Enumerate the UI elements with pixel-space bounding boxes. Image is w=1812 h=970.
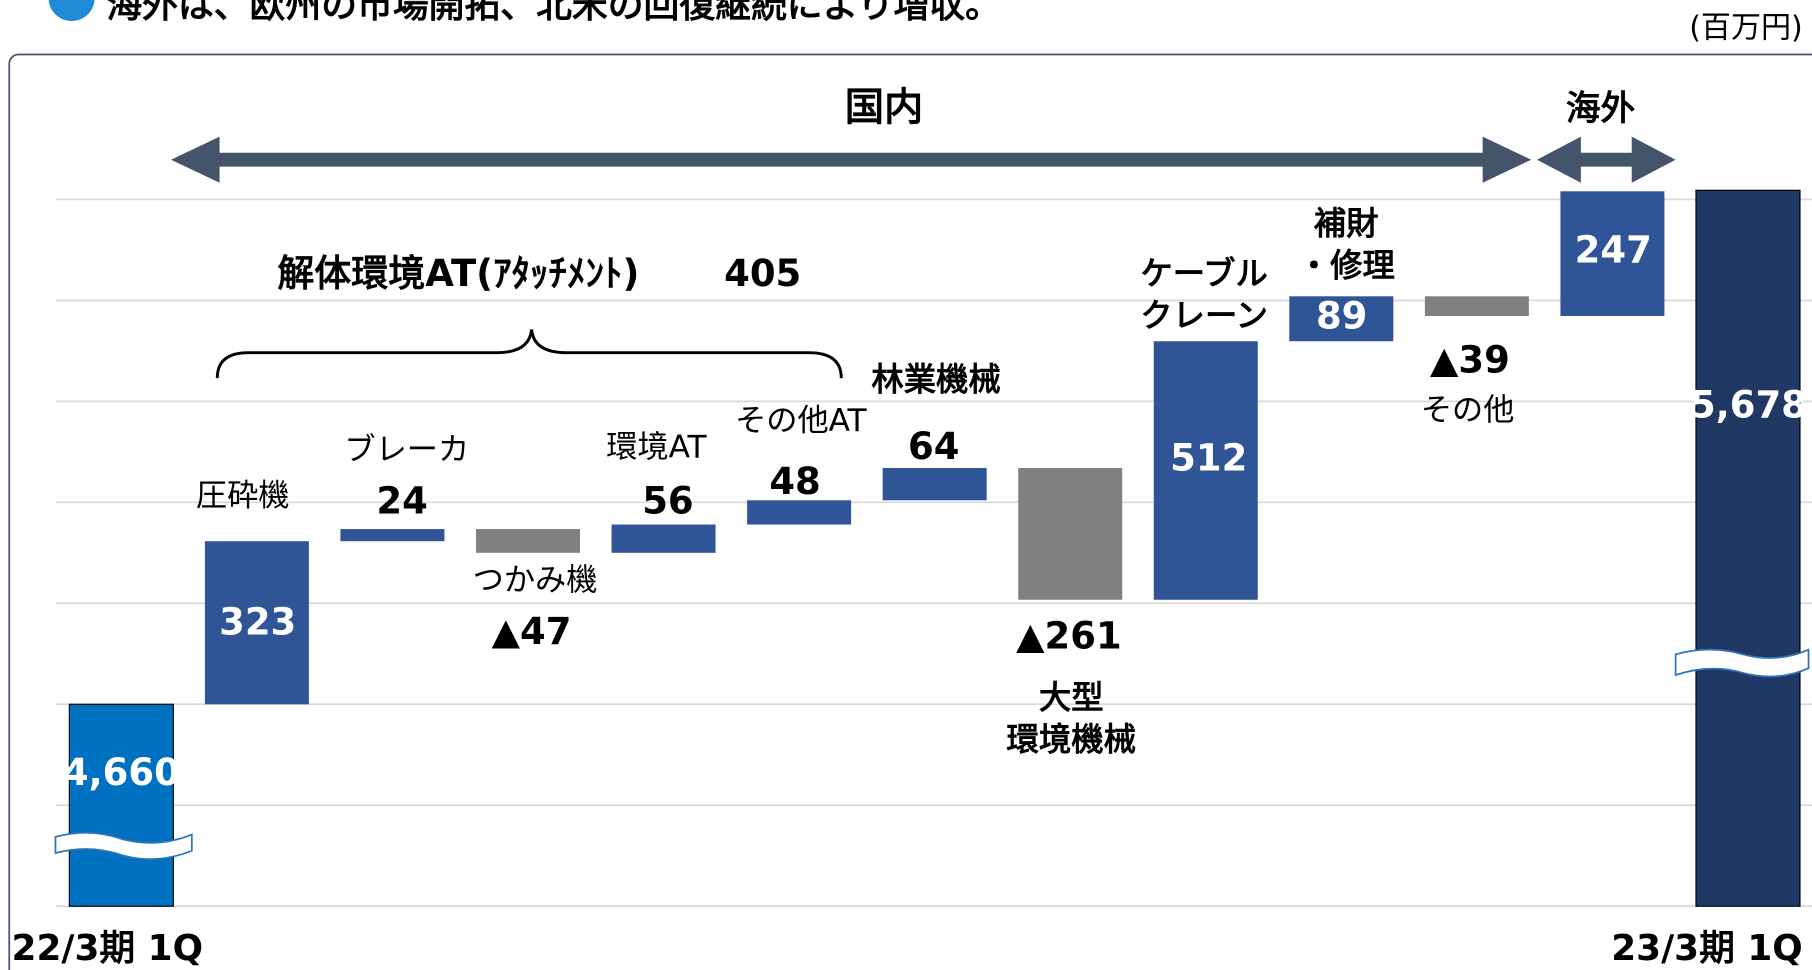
bar	[611, 524, 716, 553]
bar	[882, 467, 987, 501]
value-label: 48	[769, 460, 820, 503]
bar	[1424, 296, 1529, 317]
bar	[340, 529, 445, 542]
bar	[68, 703, 174, 907]
category-label: つかみ機	[473, 562, 598, 598]
bar	[1560, 191, 1665, 317]
bars	[68, 189, 1801, 907]
labels: 4,660 22/3期 1Q 323 圧砕機 24 ブレーカ ▲47 つかみ機 56 環境AT 48…	[12, 205, 1807, 970]
brace	[215, 329, 843, 379]
domestic-arrow	[171, 136, 1532, 183]
group-label: 国内	[845, 86, 924, 131]
value-label: 5,678	[1690, 383, 1807, 426]
axis-break	[54, 831, 193, 860]
bar	[204, 541, 309, 705]
value-label: 323	[219, 601, 296, 644]
value-label: 56	[642, 479, 693, 522]
page-title: 海外は、欧州の市場開拓、北米の回復継続により増収。	[106, 0, 1001, 26]
frame	[8, 53, 1812, 970]
bullet	[48, 0, 95, 22]
category-label: 大型環境機械	[1007, 678, 1136, 758]
value-label: 247	[1575, 229, 1652, 272]
value-label: 64	[908, 425, 959, 468]
grid	[55, 198, 1812, 908]
bar	[475, 529, 581, 553]
bar	[1695, 189, 1801, 907]
category-label: ブレーカ	[344, 432, 469, 468]
category-label: その他	[1421, 393, 1515, 429]
group-label: 海外	[1566, 89, 1636, 129]
bar	[1289, 296, 1394, 342]
value-label: 512	[1170, 437, 1247, 480]
category-label: 圧砕機	[196, 478, 290, 514]
bar	[1018, 467, 1123, 600]
value-label: 89	[1316, 295, 1367, 338]
category-label: その他AT	[735, 403, 867, 439]
category-label: 補財・修理	[1298, 205, 1395, 285]
value-label: ▲261	[1016, 615, 1122, 658]
category-label: 23/3期 1Q	[1611, 928, 1802, 969]
overseas-arrow	[1536, 136, 1676, 183]
category-label: 林業機械	[871, 361, 1000, 399]
group-arrows	[171, 136, 1676, 183]
bar	[1153, 341, 1258, 600]
category-label: ケーブルクレーン	[1140, 254, 1268, 334]
annotation-value: 405	[724, 252, 801, 295]
annotation-label: 解体環境AT(ｱﾀｯﾁﾒﾝﾄ)	[277, 252, 639, 295]
unit-label: (百万円)	[1689, 11, 1803, 46]
value-label: 4,660	[63, 751, 180, 794]
axis-break	[1674, 648, 1810, 678]
category-label: 22/3期 1Q	[12, 928, 203, 969]
value-label: 24	[376, 479, 427, 522]
bar	[747, 500, 852, 525]
category-label: 環境AT	[606, 430, 707, 466]
value-label: ▲47	[492, 610, 572, 653]
value-label: ▲39	[1430, 338, 1510, 381]
